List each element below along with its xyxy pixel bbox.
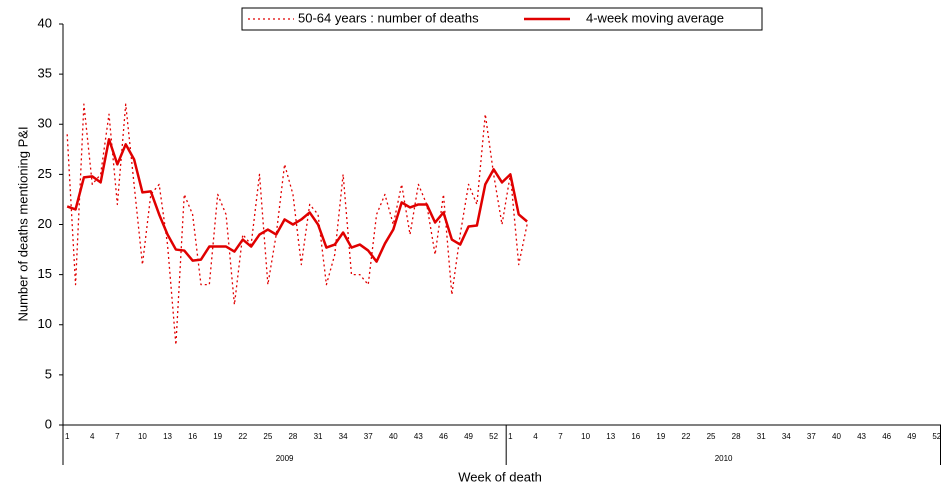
y-tick-label: 30 — [38, 116, 52, 131]
x-tick-label: 46 — [882, 432, 891, 441]
legend-label: 4-week moving average — [586, 10, 724, 25]
x-tick-label: 7 — [558, 432, 563, 441]
x-tick-label: 13 — [606, 432, 615, 441]
x-tick-label: 4 — [90, 432, 95, 441]
x-tick-label: 10 — [581, 432, 590, 441]
group-label: 2010 — [715, 454, 733, 463]
x-tick-label: 34 — [339, 432, 348, 441]
x-tick-label: 4 — [533, 432, 538, 441]
x-tick-label: 31 — [314, 432, 323, 441]
x-tick-label: 22 — [238, 432, 247, 441]
x-tick-label: 19 — [213, 432, 222, 441]
x-tick-label: 40 — [389, 432, 398, 441]
x-tick-label: 43 — [414, 432, 423, 441]
y-tick-label: 15 — [38, 266, 52, 281]
x-tick-label: 28 — [732, 432, 741, 441]
x-tick-label: 16 — [188, 432, 197, 441]
x-tick-label: 49 — [464, 432, 473, 441]
y-tick-label: 5 — [45, 366, 52, 381]
y-axis-label: Number of deaths mentioning P&I — [15, 126, 30, 321]
x-tick-label: 1 — [65, 432, 70, 441]
series-line — [66, 103, 528, 346]
x-tick-label: 22 — [682, 432, 691, 441]
series-line — [66, 138, 528, 263]
x-tick-label: 49 — [907, 432, 916, 441]
x-tick-label: 31 — [757, 432, 766, 441]
x-tick-label: 46 — [439, 432, 448, 441]
x-tick-label: 25 — [263, 432, 272, 441]
x-tick-label: 16 — [631, 432, 640, 441]
x-tick-label: 34 — [782, 432, 791, 441]
x-tick-label: 7 — [115, 432, 120, 441]
x-tick-label: 37 — [364, 432, 373, 441]
x-tick-label: 25 — [707, 432, 716, 441]
x-tick-label: 10 — [138, 432, 147, 441]
x-tick-label: 28 — [288, 432, 297, 441]
legend-label: 50-64 years : number of deaths — [298, 10, 479, 25]
y-tick-label: 0 — [45, 416, 52, 431]
x-axis-label: Week of death — [458, 469, 542, 484]
y-tick-label: 20 — [38, 216, 52, 231]
y-tick-label: 25 — [38, 166, 52, 181]
x-tick-label: 43 — [857, 432, 866, 441]
x-tick-label: 1 — [508, 432, 513, 441]
x-tick-label: 40 — [832, 432, 841, 441]
x-tick-label: 13 — [163, 432, 172, 441]
x-tick-label: 52 — [489, 432, 498, 441]
x-tick-label: 52 — [932, 432, 941, 441]
y-tick-label: 35 — [38, 66, 52, 81]
legend-box — [241, 7, 763, 31]
x-tick-label: 37 — [807, 432, 816, 441]
group-label: 2009 — [276, 454, 294, 463]
y-tick-label: 10 — [38, 316, 52, 331]
y-tick-label: 40 — [38, 15, 52, 30]
x-tick-label: 19 — [656, 432, 665, 441]
